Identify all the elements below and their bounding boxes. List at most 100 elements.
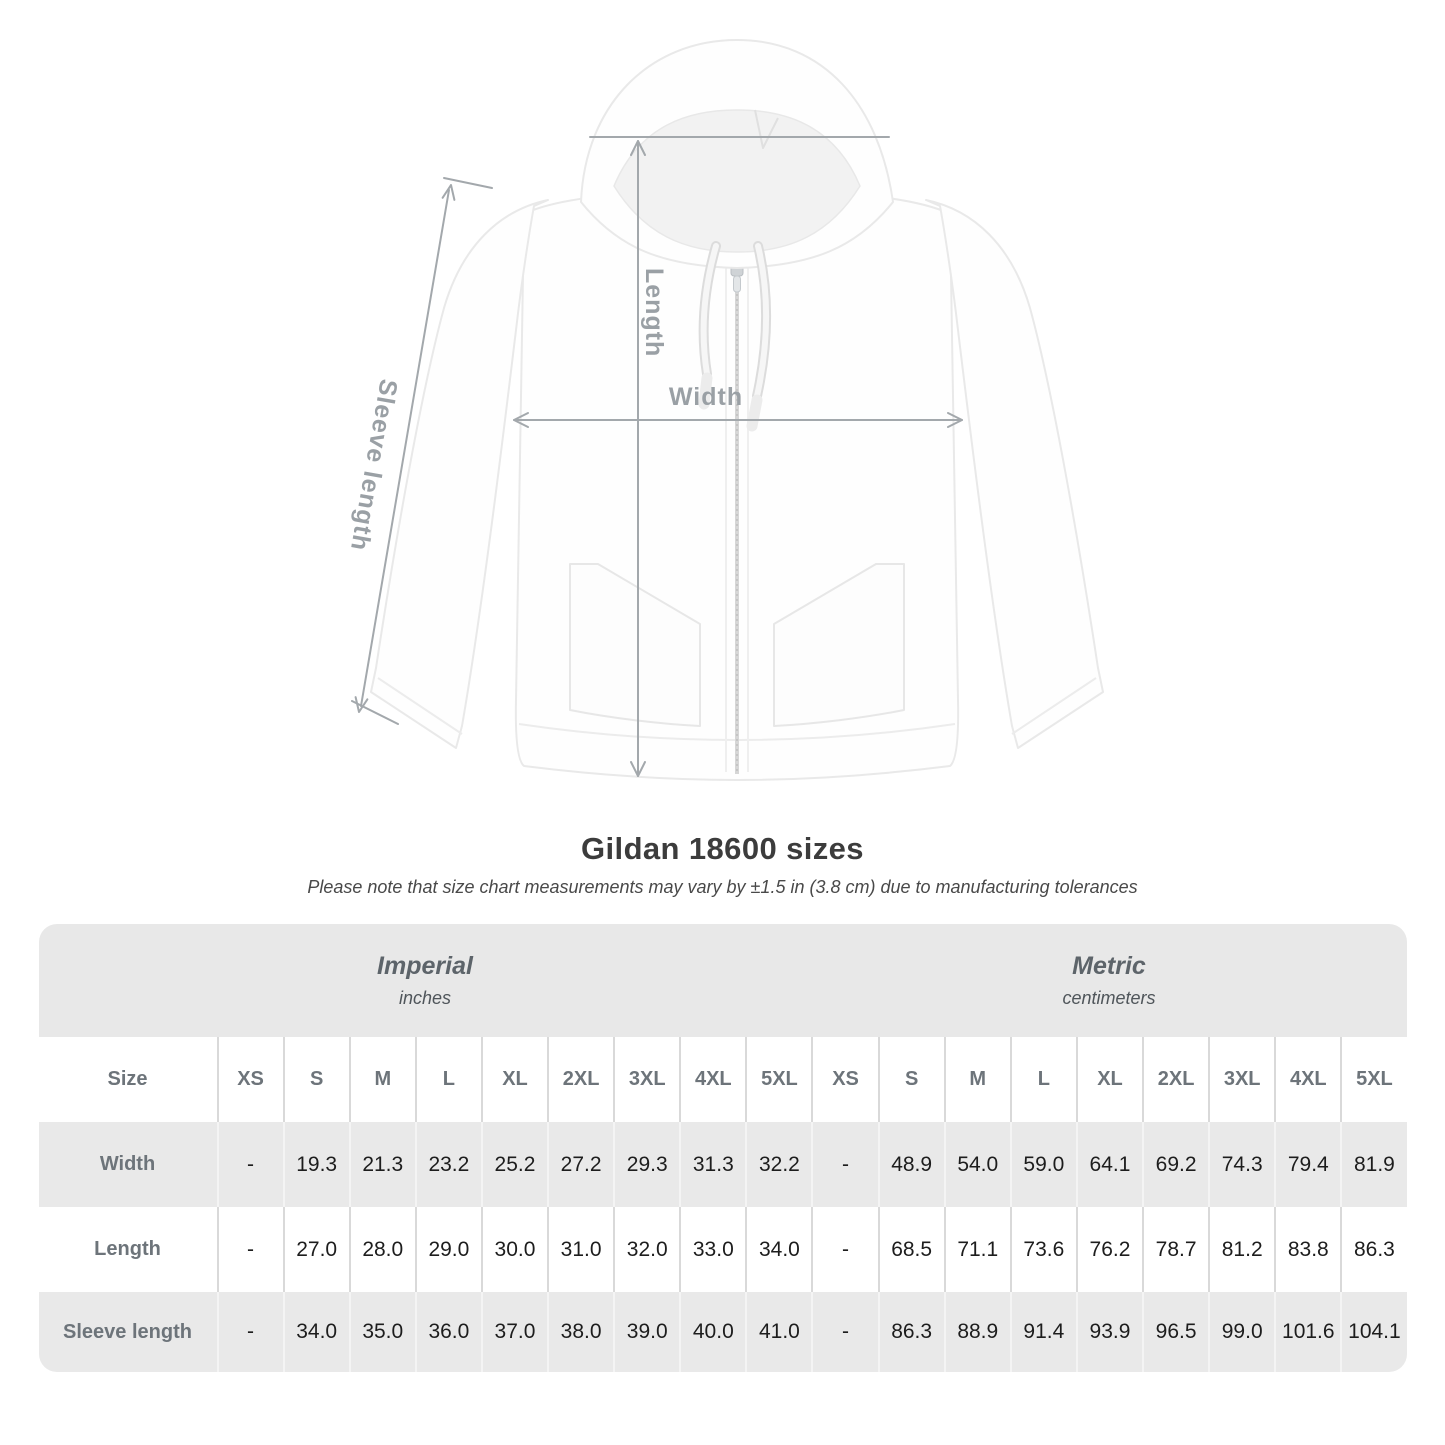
table-row-sleeve-length: Sleeve length - 34.0 35.0 36.0 37.0 38.0… <box>38 1292 1407 1372</box>
value-cell: - <box>216 1207 283 1292</box>
size-header-cell: L <box>1009 1037 1076 1122</box>
drawstring-right-aglet <box>746 394 763 432</box>
size-header-cell: 3XL <box>1208 1037 1275 1122</box>
row-label: Sleeve length <box>38 1292 217 1372</box>
value-cell: 21.3 <box>348 1122 415 1207</box>
value-cell: 36.0 <box>414 1292 481 1372</box>
imperial-unit: inches <box>398 988 451 1008</box>
value-cell: 38.0 <box>547 1292 614 1372</box>
length-label: Length <box>640 268 668 357</box>
size-header-cell: 4XL <box>679 1037 746 1122</box>
size-header-cell: M <box>348 1037 415 1122</box>
length-arrow <box>630 140 646 777</box>
value-cell: 23.2 <box>414 1122 481 1207</box>
metric-unit: centimeters <box>1062 988 1156 1008</box>
value-cell: - <box>216 1292 283 1372</box>
value-cell: 35.0 <box>348 1292 415 1372</box>
hood-opening <box>613 109 861 253</box>
value-cell: 81.2 <box>1208 1207 1275 1292</box>
size-header-cell: XL <box>480 1037 548 1122</box>
value-cell: 71.1 <box>943 1207 1010 1292</box>
size-header-cell: 2XL <box>547 1037 614 1122</box>
zipper-pull <box>733 275 741 293</box>
value-cell: 37.0 <box>480 1292 548 1372</box>
value-cell: 40.0 <box>679 1292 746 1372</box>
value-cell: 73.6 <box>1009 1207 1076 1292</box>
size-header-cell: S <box>282 1037 349 1122</box>
cuff-seam-left <box>377 677 463 735</box>
value-cell: 79.4 <box>1274 1122 1341 1207</box>
row-label: Width <box>38 1122 217 1207</box>
unit-group-imperial: Imperial inches <box>38 924 812 1037</box>
width-arrow <box>513 412 963 428</box>
value-cell: 91.4 <box>1009 1292 1076 1372</box>
size-header-cell: XS <box>811 1037 878 1122</box>
value-cell: 104.1 <box>1340 1292 1407 1372</box>
value-cell: 76.2 <box>1075 1207 1143 1292</box>
size-table-grid: Imperial inches Metric centimeters Size … <box>38 924 1407 1372</box>
value-cell: - <box>811 1292 878 1372</box>
width-label: Width <box>669 383 743 411</box>
value-cell: 88.9 <box>943 1292 1010 1372</box>
value-cell: 48.9 <box>877 1122 944 1207</box>
table-row-length: Length - 27.0 28.0 29.0 30.0 31.0 32.0 3… <box>38 1207 1407 1292</box>
value-cell: 30.0 <box>480 1207 548 1292</box>
size-header-cell: L <box>414 1037 481 1122</box>
value-cell: 31.3 <box>679 1122 746 1207</box>
hood-fold-notch <box>754 109 779 149</box>
page-title: Gildan 18600 sizes <box>581 831 864 866</box>
value-cell: 29.3 <box>613 1122 680 1207</box>
metric-label: Metric <box>1072 952 1146 980</box>
size-header-cell: 3XL <box>613 1037 680 1122</box>
hoodie-pocket-left <box>569 563 701 727</box>
drawstring-left-highlight <box>700 243 719 377</box>
size-table: Imperial inches Metric centimeters Size … <box>38 924 1407 1372</box>
unit-group-metric: Metric centimeters <box>811 924 1407 1037</box>
value-cell: 99.0 <box>1208 1292 1275 1372</box>
value-cell: 69.2 <box>1142 1122 1209 1207</box>
drawstring-right-highlight <box>754 243 770 399</box>
value-cell: 64.1 <box>1075 1122 1143 1207</box>
value-cell: 29.0 <box>414 1207 481 1292</box>
size-header-cell: 5XL <box>745 1037 812 1122</box>
value-cell: 32.2 <box>745 1122 812 1207</box>
value-cell: 96.5 <box>1142 1292 1209 1372</box>
value-cell: - <box>811 1122 878 1207</box>
value-cell: 32.0 <box>613 1207 680 1292</box>
value-cell: 27.2 <box>547 1122 614 1207</box>
value-cell: 78.7 <box>1142 1207 1209 1292</box>
sleeve-length-arrow <box>351 177 493 725</box>
page-subtitle: Please note that size chart measurements… <box>307 877 1138 897</box>
sleeve-length-label: Sleeve length <box>345 377 403 553</box>
size-header-row: Size XS S M L XL 2XL 3XL 4XL 5XL XS S M … <box>38 1037 1407 1122</box>
value-cell: 34.0 <box>745 1207 812 1292</box>
value-cell: 34.0 <box>282 1292 349 1372</box>
value-cell: 33.0 <box>679 1207 746 1292</box>
measurement-diagram: Length Width Sleeve length <box>345 39 1104 781</box>
size-header-cell: 2XL <box>1142 1037 1209 1122</box>
unit-band-row: Imperial inches Metric centimeters <box>38 924 1407 1037</box>
size-header-cell: XS <box>216 1037 283 1122</box>
value-cell: 93.9 <box>1075 1292 1143 1372</box>
value-cell: 54.0 <box>943 1122 1010 1207</box>
value-cell: 86.3 <box>877 1292 944 1372</box>
size-header-cell: S <box>877 1037 944 1122</box>
table-row-width: Width - 19.3 21.3 23.2 25.2 27.2 29.3 31… <box>38 1122 1407 1207</box>
value-cell: - <box>216 1122 283 1207</box>
hoodie-pocket-right <box>773 563 905 727</box>
size-corner-cell: Size <box>38 1037 217 1122</box>
sleeve-top-tick <box>443 177 493 189</box>
value-cell: 41.0 <box>745 1292 812 1372</box>
size-header-cell: XL <box>1075 1037 1143 1122</box>
size-header-cell: M <box>943 1037 1010 1122</box>
value-cell: 74.3 <box>1208 1122 1275 1207</box>
size-header-cell: 4XL <box>1274 1037 1341 1122</box>
value-cell: 27.0 <box>282 1207 349 1292</box>
hoodie-image <box>370 39 1104 781</box>
value-cell: 86.3 <box>1340 1207 1407 1292</box>
drawstring-left-aglet <box>698 372 713 410</box>
value-cell: 25.2 <box>480 1122 548 1207</box>
size-header-cell: 5XL <box>1340 1037 1407 1122</box>
hoodie-sleeve-left <box>370 199 549 749</box>
imperial-label: Imperial <box>377 952 473 980</box>
